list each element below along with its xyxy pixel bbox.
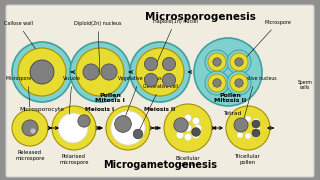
Circle shape bbox=[245, 133, 251, 139]
Circle shape bbox=[185, 114, 191, 122]
Circle shape bbox=[185, 134, 191, 141]
Text: Microsporocyte: Microsporocyte bbox=[20, 107, 65, 112]
Circle shape bbox=[163, 57, 176, 71]
Circle shape bbox=[254, 125, 260, 131]
Circle shape bbox=[205, 50, 229, 74]
Circle shape bbox=[70, 42, 130, 102]
Circle shape bbox=[101, 64, 117, 80]
Circle shape bbox=[194, 38, 262, 106]
Circle shape bbox=[52, 106, 96, 150]
Text: Microgametogenesis: Microgametogenesis bbox=[103, 160, 217, 170]
Circle shape bbox=[83, 64, 99, 80]
Circle shape bbox=[193, 132, 199, 138]
Circle shape bbox=[253, 118, 259, 124]
Circle shape bbox=[164, 104, 212, 152]
Circle shape bbox=[163, 73, 176, 87]
Circle shape bbox=[115, 116, 132, 132]
Circle shape bbox=[30, 60, 54, 84]
Circle shape bbox=[227, 71, 251, 95]
Text: Diploid(2n) nucleus: Diploid(2n) nucleus bbox=[74, 21, 122, 75]
Circle shape bbox=[192, 128, 200, 136]
Circle shape bbox=[12, 42, 72, 102]
Circle shape bbox=[213, 79, 221, 87]
Text: Polarised
microspore: Polarised microspore bbox=[59, 154, 89, 165]
Circle shape bbox=[18, 48, 66, 96]
Text: Pollen
Mitosis II: Pollen Mitosis II bbox=[214, 93, 246, 103]
Text: Released
microspore: Released microspore bbox=[15, 150, 45, 161]
Text: Bicellular
pollen: Bicellular pollen bbox=[176, 156, 200, 167]
Circle shape bbox=[227, 50, 251, 74]
Text: Tricellular
pollen: Tricellular pollen bbox=[235, 154, 261, 165]
Circle shape bbox=[177, 132, 183, 138]
Circle shape bbox=[174, 125, 181, 132]
Circle shape bbox=[144, 57, 157, 71]
Circle shape bbox=[133, 129, 143, 139]
Circle shape bbox=[253, 132, 259, 138]
Text: Generative cell: Generative cell bbox=[139, 84, 177, 130]
Circle shape bbox=[193, 118, 199, 125]
Circle shape bbox=[252, 129, 260, 137]
Circle shape bbox=[106, 106, 150, 150]
Text: Sperm
cells: Sperm cells bbox=[298, 80, 312, 90]
Circle shape bbox=[12, 110, 48, 146]
Circle shape bbox=[174, 118, 188, 132]
Circle shape bbox=[235, 79, 243, 87]
Text: Haploid(1n) nuclei: Haploid(1n) nuclei bbox=[153, 19, 197, 64]
Circle shape bbox=[136, 48, 184, 96]
Circle shape bbox=[58, 113, 88, 143]
Text: Microspore: Microspore bbox=[244, 20, 292, 60]
Circle shape bbox=[177, 118, 183, 125]
Text: Pollen
Mitosis I: Pollen Mitosis I bbox=[95, 93, 125, 103]
Circle shape bbox=[252, 120, 260, 128]
Text: Callose wall: Callose wall bbox=[4, 21, 36, 49]
Circle shape bbox=[236, 125, 242, 131]
Circle shape bbox=[111, 111, 145, 145]
Circle shape bbox=[230, 53, 248, 71]
Circle shape bbox=[237, 118, 243, 124]
Circle shape bbox=[234, 118, 248, 132]
Text: Vegetative nucleus: Vegetative nucleus bbox=[118, 76, 162, 117]
Circle shape bbox=[237, 132, 243, 138]
Circle shape bbox=[76, 48, 124, 96]
Circle shape bbox=[208, 53, 226, 71]
Circle shape bbox=[22, 120, 38, 136]
Circle shape bbox=[245, 116, 251, 122]
Circle shape bbox=[226, 106, 270, 150]
Text: Vegetative nucleus: Vegetative nucleus bbox=[233, 76, 277, 119]
Text: Meiosis I: Meiosis I bbox=[85, 107, 115, 112]
Text: Vacuole: Vacuole bbox=[63, 76, 81, 114]
Circle shape bbox=[235, 58, 243, 66]
Circle shape bbox=[130, 42, 190, 102]
Circle shape bbox=[195, 125, 202, 132]
Text: Meiosis II: Meiosis II bbox=[144, 107, 176, 112]
Circle shape bbox=[213, 58, 221, 66]
Circle shape bbox=[230, 74, 248, 92]
Circle shape bbox=[30, 128, 36, 134]
Circle shape bbox=[208, 74, 226, 92]
Text: Tetrad: Tetrad bbox=[223, 111, 241, 116]
Circle shape bbox=[185, 125, 191, 132]
Circle shape bbox=[78, 115, 90, 127]
FancyBboxPatch shape bbox=[6, 5, 314, 177]
Circle shape bbox=[205, 71, 229, 95]
Text: Microspore nucleus: Microspore nucleus bbox=[6, 76, 50, 107]
Circle shape bbox=[144, 73, 157, 87]
Text: Microsporogenesis: Microsporogenesis bbox=[145, 12, 255, 22]
